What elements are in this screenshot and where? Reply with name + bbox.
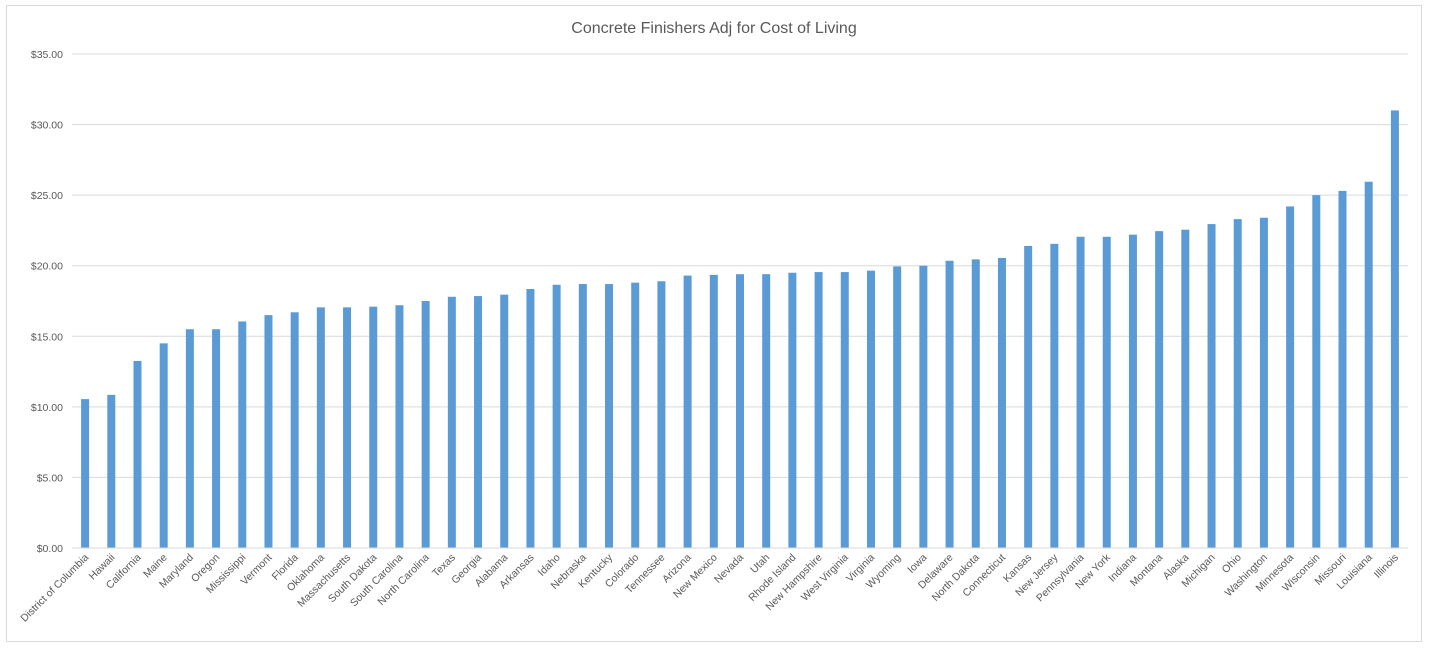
bar [997, 257, 1006, 548]
bar [1286, 206, 1295, 549]
bar [474, 296, 483, 548]
bar [369, 306, 378, 548]
bar [866, 270, 875, 548]
bar [552, 284, 561, 548]
y-tick-label: $15.00 [31, 331, 63, 343]
bar [1181, 229, 1190, 549]
bar [264, 315, 273, 548]
bar [1364, 181, 1373, 548]
bar [159, 343, 168, 548]
x-category-label: Illinois [1372, 552, 1401, 581]
bar [1390, 110, 1399, 548]
x-axis-category-labels: District of ColumbiaHawaiiCaliforniaMain… [18, 551, 1401, 624]
bar [605, 284, 614, 548]
bar [1024, 245, 1033, 548]
bar [212, 329, 221, 548]
bars [81, 110, 1399, 549]
y-tick-label: $35.00 [31, 49, 63, 61]
bar [788, 272, 797, 548]
bar [526, 289, 535, 548]
chart-title: Concrete Finishers Adj for Cost of Livin… [571, 20, 856, 37]
bar [814, 272, 823, 548]
bar [631, 282, 640, 548]
x-category-label: Nevada [712, 552, 746, 586]
bar [1128, 234, 1137, 549]
bar [290, 312, 299, 548]
bar [709, 274, 718, 548]
bar [971, 259, 980, 548]
bar [945, 260, 954, 548]
x-category-label: District of Columbia [18, 552, 91, 625]
bar [1233, 219, 1242, 548]
y-tick-label: $5.00 [37, 472, 63, 484]
bar [1207, 224, 1216, 548]
bar [421, 301, 430, 548]
bar [107, 394, 116, 548]
bar [238, 321, 247, 548]
bar [657, 281, 666, 548]
bar [81, 399, 90, 548]
bar [500, 294, 509, 548]
bar [316, 307, 325, 548]
bar [736, 274, 744, 548]
bar [185, 329, 194, 548]
bar [447, 296, 456, 548]
y-tick-label: $0.00 [37, 543, 63, 555]
bar [1076, 236, 1085, 548]
bar [395, 305, 404, 548]
y-axis-tick-labels: $0.00 $5.00 $10.00 $15.00 $20.00 $25.00 $30.00… [31, 49, 63, 555]
bar [1155, 231, 1164, 549]
bar [1050, 243, 1059, 548]
y-tick-label: $30.00 [31, 120, 63, 132]
bar [1338, 190, 1347, 548]
bar [683, 275, 692, 548]
bar [893, 266, 902, 548]
bar [133, 360, 142, 548]
bar [343, 307, 352, 548]
bar [578, 284, 587, 548]
y-tick-label: $10.00 [31, 402, 63, 414]
y-tick-label: $20.00 [31, 261, 63, 273]
bar [1312, 195, 1321, 548]
bar [1102, 236, 1111, 548]
bar [919, 265, 928, 548]
bar [762, 274, 771, 548]
bar [840, 272, 849, 548]
y-tick-label: $25.00 [31, 190, 63, 202]
bar [1259, 217, 1268, 548]
